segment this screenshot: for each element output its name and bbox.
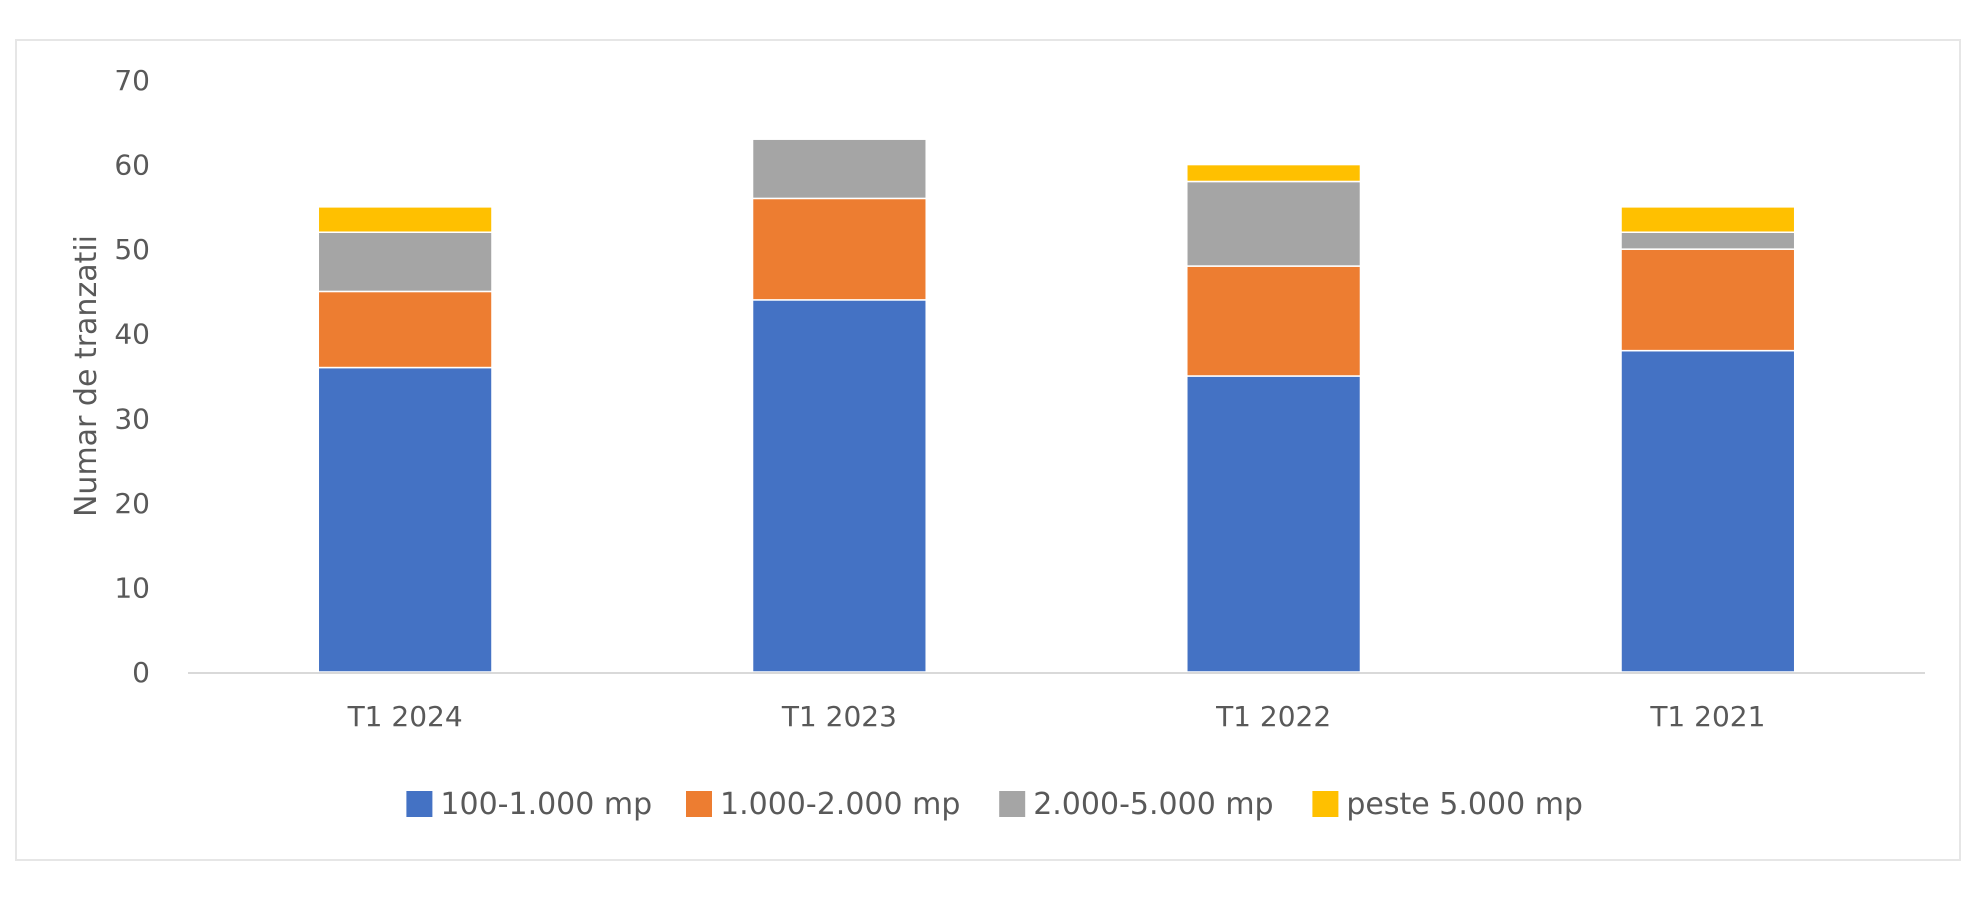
legend: 100-1.000 mp 1.000-2.000 mp 2.000-5.000 mp… xyxy=(406,787,1583,822)
bar-segment xyxy=(1620,248,1796,352)
bar-segment xyxy=(1620,349,1796,673)
chart-frame xyxy=(15,39,1961,861)
bar-segment xyxy=(317,290,493,369)
bar-segment xyxy=(1186,375,1362,673)
legend-label: peste 5.000 mp xyxy=(1346,787,1583,822)
legend-swatch xyxy=(1312,791,1339,817)
legend-swatch xyxy=(686,791,712,817)
y-tick-label: 40 xyxy=(114,318,150,351)
y-tick-label: 70 xyxy=(114,64,150,97)
bar-segment xyxy=(1186,265,1362,377)
x-tick-label: T1 2023 xyxy=(781,700,897,733)
bar-segment xyxy=(751,197,927,301)
plot-area xyxy=(317,138,1796,673)
bar-segment xyxy=(1620,206,1796,233)
legend-label: 1.000-2.000 mp xyxy=(720,787,960,822)
y-tick-label: 0 xyxy=(132,656,150,689)
legend-swatch xyxy=(999,791,1026,817)
x-tick-label: T1 2022 xyxy=(1215,700,1331,733)
bar-segment xyxy=(751,299,927,673)
y-tick-label: 30 xyxy=(114,402,150,435)
bar-segment xyxy=(1186,180,1362,267)
y-tick-label: 60 xyxy=(114,149,150,182)
legend-swatch xyxy=(406,791,433,817)
x-axis: T1 2024 T1 2023 T1 2022 T1 2021 xyxy=(347,700,1766,733)
bar-segment xyxy=(317,231,493,293)
y-axis-title: Numar de tranzatii xyxy=(69,235,104,517)
y-tick-label: 20 xyxy=(114,487,150,520)
y-tick-label: 50 xyxy=(114,233,150,266)
x-tick-label: T1 2024 xyxy=(347,700,463,733)
bar-segment xyxy=(317,206,493,233)
bar-segment xyxy=(317,366,493,673)
bar-segment xyxy=(1620,231,1796,250)
legend-label: 2.000-5.000 mp xyxy=(1033,787,1273,822)
bar-segment xyxy=(1186,163,1362,183)
legend-label: 100-1.000 mp xyxy=(440,787,652,822)
y-tick-label: 10 xyxy=(114,571,150,604)
x-tick-label: T1 2021 xyxy=(1649,700,1765,733)
y-axis: 0 10 20 30 40 50 60 70 xyxy=(114,64,150,689)
bar-segment xyxy=(751,138,927,200)
